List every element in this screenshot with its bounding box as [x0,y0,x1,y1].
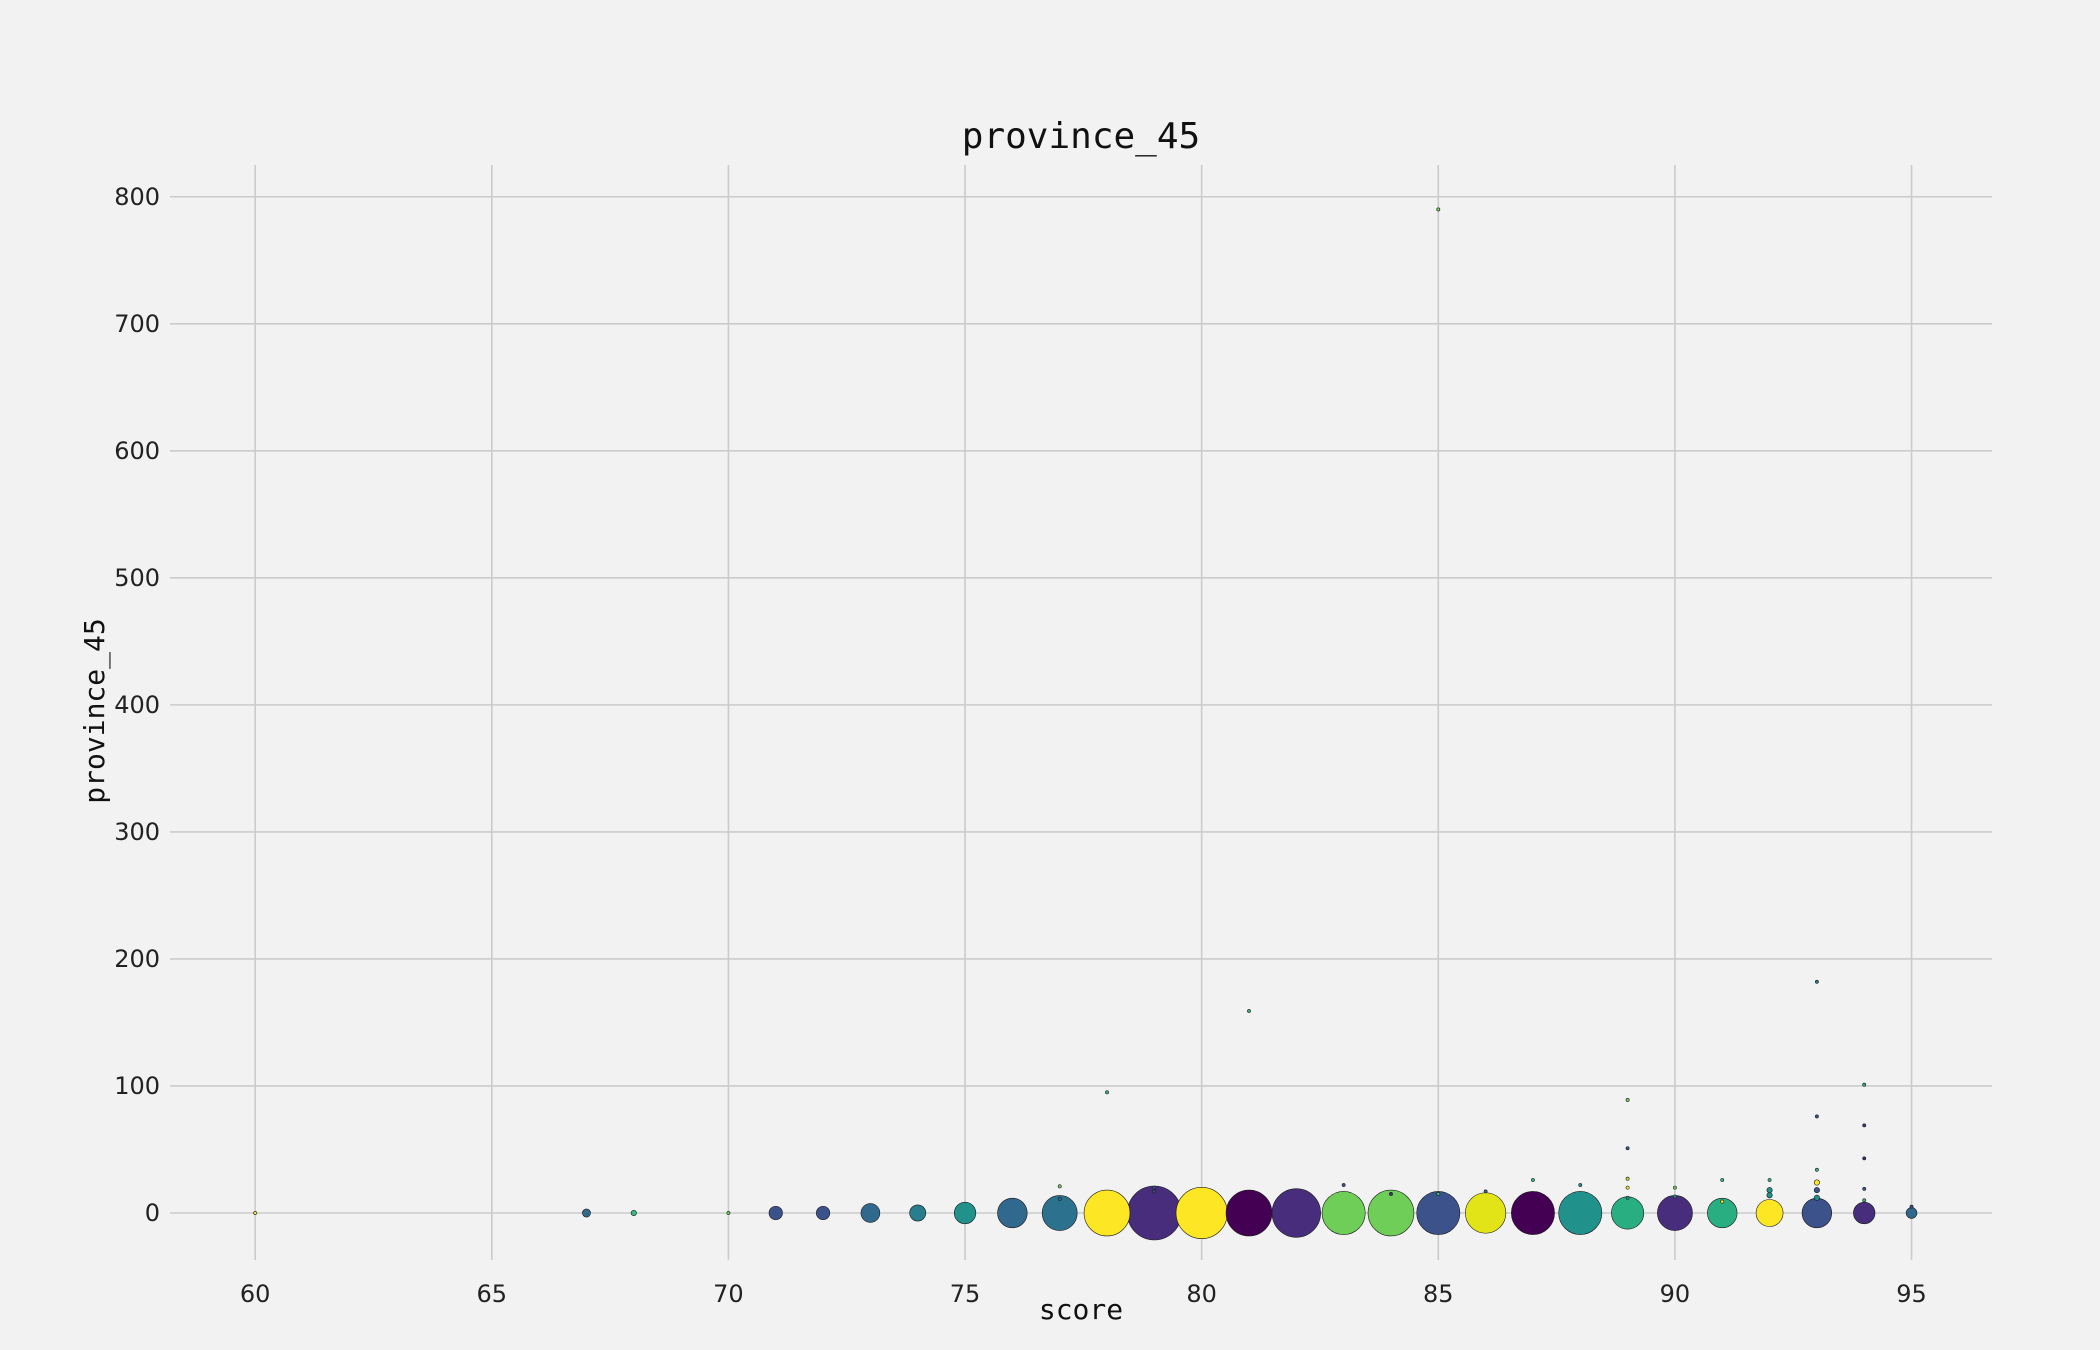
data-point [1083,1189,1131,1237]
x-tick-label: 60 [240,1280,271,1308]
data-point [1625,1195,1630,1200]
y-tick-label: 200 [114,945,160,973]
data-point [1611,1196,1645,1230]
data-point [1766,1192,1773,1199]
y-tick-label: 300 [114,818,160,846]
data-point [1905,1207,1918,1219]
data-point [1436,207,1441,212]
data-point [630,1209,637,1216]
data-point [909,1204,927,1222]
y-tick-label: 600 [114,437,160,465]
data-point [768,1205,783,1221]
data-point [1389,1192,1393,1196]
y-gridlines [170,195,1992,1214]
x-tick-label: 85 [1423,1280,1454,1308]
y-tick-labels: 0 100 200 300 400 500 600 700 800 [114,183,160,1227]
data-point [1321,1191,1366,1235]
data-point [1720,1178,1725,1182]
data-point [1625,1176,1630,1181]
data-point [1755,1199,1784,1227]
data-point [997,1197,1028,1229]
y-tick-label: 400 [114,691,160,719]
data-point [1511,1191,1555,1235]
x-tick-label: 95 [1896,1280,1927,1308]
data-point [1127,1185,1182,1241]
x-tick-label: 80 [1186,1280,1217,1308]
data-point [1862,1198,1867,1203]
data-point [1483,1189,1488,1194]
data-point [1531,1178,1535,1182]
data-point [1814,979,1819,984]
data-point [1767,1178,1772,1182]
data-point [1814,1114,1819,1119]
y-tick-label: 0 [145,1199,160,1227]
data-point [1625,1098,1630,1102]
data-point [1558,1191,1603,1235]
x-tick-label: 90 [1660,1280,1691,1308]
data-point [1271,1188,1321,1238]
data-point [726,1211,731,1215]
data-point [1247,1009,1251,1013]
data-point [1813,1179,1820,1186]
chart-title: province_45 [962,116,1200,157]
x-tick-labels: 60 65 70 75 80 85 90 95 [240,1280,1927,1308]
data-point [1175,1187,1228,1239]
data-point [1057,1184,1062,1189]
data-point [1813,1194,1820,1201]
data-point [1465,1192,1507,1234]
data-point [1862,1186,1867,1191]
data-point [1657,1195,1693,1231]
data-point [1057,1197,1062,1201]
data-point [1105,1090,1109,1095]
data-point [1367,1189,1415,1237]
y-axis-label: province_45 [78,618,112,803]
x-tick-label: 75 [950,1280,981,1308]
data-point [860,1203,881,1223]
data-point [1673,1185,1677,1190]
data-point [1625,1185,1630,1190]
y-tick-label: 700 [114,310,160,338]
y-tick-label: 500 [114,564,160,592]
data-point [1862,1123,1867,1128]
data-point [1625,1146,1630,1151]
data-point [1862,1082,1867,1087]
data-point [1578,1183,1583,1187]
data-point [1801,1197,1833,1229]
x-tick-label: 70 [713,1280,744,1308]
data-point [953,1201,977,1225]
data-point [1707,1197,1738,1229]
x-tick-label: 65 [477,1280,508,1308]
data-point [1862,1156,1867,1161]
data-point [1041,1195,1078,1231]
data-point [1853,1201,1876,1225]
data-point [1341,1183,1346,1187]
y-tick-label: 100 [114,1072,160,1100]
data-point [1673,1194,1677,1199]
y-tick-label: 800 [114,183,160,211]
data-point [1720,1199,1725,1204]
data-point [1814,1167,1819,1172]
data-points [253,207,1918,1241]
data-point [582,1208,591,1218]
data-point [1436,1192,1441,1196]
data-point [1766,1187,1773,1194]
data-point [816,1205,831,1221]
data-point [253,1211,258,1215]
data-point [1813,1187,1820,1194]
data-point [1909,1204,1914,1209]
data-point [1225,1189,1273,1237]
data-point [1416,1191,1461,1235]
x-axis-label: score [1039,1293,1123,1326]
data-point [1152,1189,1157,1194]
x-gridlines [254,165,1913,1260]
data-point [1152,1185,1157,1190]
